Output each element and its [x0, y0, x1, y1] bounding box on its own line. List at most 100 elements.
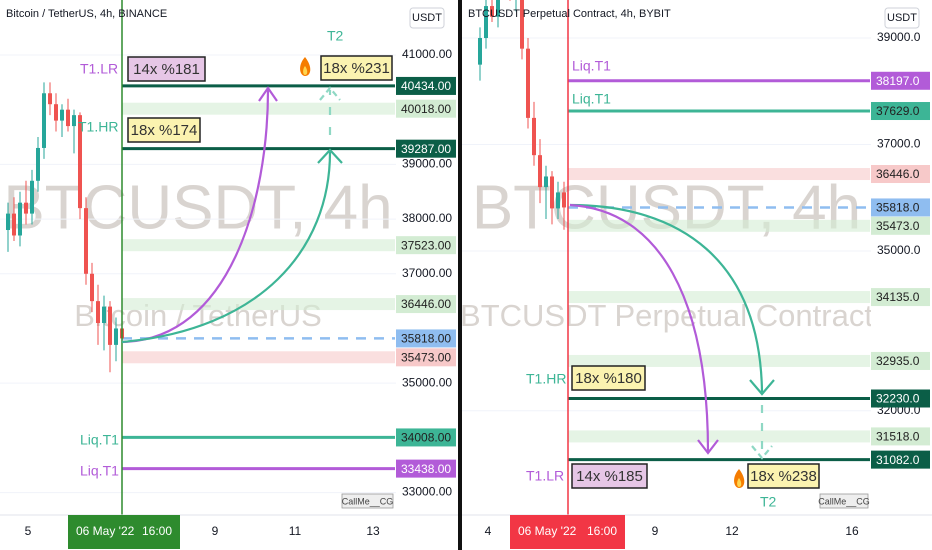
level-price-tag: [396, 348, 456, 367]
level-price-tag: [871, 198, 930, 217]
candle-body: [526, 48, 530, 118]
candle-body: [66, 109, 70, 127]
level-price-label: 35818.0: [876, 201, 920, 215]
level-price-label: 35818.00: [401, 332, 451, 346]
annotation-label: Liq.T1: [80, 432, 119, 448]
level-price-label: 39287.00: [401, 142, 451, 156]
level-price-tag: [871, 389, 930, 408]
annotation-box: [747, 463, 820, 489]
level-price-label: 38197.0: [876, 74, 920, 88]
x-tick-label: 12: [725, 524, 739, 538]
level-price-tag: [871, 351, 930, 370]
level-price-label: 40434.00: [401, 79, 451, 93]
annotation-label: T2: [760, 494, 777, 510]
level-price-label: 36446.0: [876, 167, 920, 181]
candle-body: [42, 93, 46, 148]
curve: [121, 89, 270, 344]
fire-icon: [303, 66, 308, 75]
watermark-subtitle: BTCUSDT Perpetual Contract: [460, 298, 873, 333]
candle-body: [78, 115, 82, 209]
annotation-label: T1.HR: [78, 119, 118, 135]
level-price-tag: [396, 329, 456, 348]
curve: [569, 203, 710, 453]
curve: [121, 151, 332, 344]
arrow-head: [751, 445, 773, 460]
arrow-head: [319, 86, 341, 101]
y-tick-label: 39000.00: [402, 157, 452, 171]
level-price-label: 37523.00: [401, 238, 451, 252]
level-price-tag: [396, 236, 456, 255]
annotation-label: T2: [327, 28, 344, 44]
annotation-text: 14x %185: [576, 468, 643, 485]
candle-body: [6, 213, 10, 231]
level-price-label: 34008.00: [401, 431, 451, 445]
axis-unit: USDT: [887, 12, 917, 24]
projection-curves: [121, 86, 775, 460]
axis-unit-box: [409, 7, 445, 29]
annotation-box: [127, 56, 206, 82]
annotation-text: 18x %231: [323, 60, 390, 77]
candle-body: [102, 306, 106, 324]
y-tick-label: 37000.00: [402, 266, 452, 280]
annotation-text: 18x %238: [750, 468, 817, 485]
level-price-label: 33438.00: [401, 462, 451, 476]
candle-body: [484, 6, 488, 39]
cursor-date-box: [68, 515, 180, 549]
fire-icons: [300, 57, 745, 488]
level-price-tag: [396, 459, 456, 478]
candle-body: [54, 104, 58, 121]
x-tick-label: 9: [212, 524, 219, 538]
axis-unit: USDT: [412, 12, 442, 24]
candle-body: [478, 38, 482, 65]
candle-body: [48, 93, 52, 105]
x-tick-label: 16: [845, 524, 859, 538]
candle-body: [556, 192, 560, 209]
chart-title: Bitcoin / TetherUS, 4h, BINANCE: [6, 8, 167, 20]
level-price-tag: [396, 76, 456, 95]
candle-body: [108, 306, 112, 345]
y-tick-label: 35000.00: [402, 375, 452, 389]
candle-body: [490, 6, 494, 17]
cursor-date-box: [510, 515, 625, 549]
x-tick-label: 11: [289, 524, 302, 538]
level-band: [122, 102, 395, 115]
level-price-label: 35473.0: [876, 219, 920, 233]
annotation-label: T1.LR: [526, 468, 564, 484]
y-tick-label: 41000.00: [402, 47, 452, 61]
level-price-tag: [396, 295, 456, 314]
level-band: [568, 219, 870, 232]
panel-divider: [458, 0, 462, 550]
candle-body: [532, 117, 536, 156]
axis-unit-box: [884, 7, 920, 29]
arrow-head: [317, 148, 343, 164]
annotation-text: CallMe__CG: [342, 496, 394, 506]
level-price-label: 32230.0: [876, 392, 920, 406]
annotation-label: Liq.T1: [572, 91, 611, 107]
x-tick-label: 4: [485, 524, 492, 538]
level-price-label: 36446.00: [401, 297, 451, 311]
annotation-text: 14x %181: [133, 61, 200, 78]
annotation-text: 18x %180: [575, 370, 642, 387]
watermark: BTCUSDT, 4h: [3, 173, 392, 242]
candle-body: [496, 0, 500, 17]
x-tick-label: 9: [652, 524, 659, 538]
annotation-label: Liq.T1: [572, 58, 611, 74]
level-price-tag: [396, 139, 456, 158]
candle-body: [72, 115, 76, 127]
level-price-label: 34135.0: [876, 290, 920, 304]
annotation-box: [127, 117, 201, 143]
candle-body: [562, 192, 566, 208]
cursor-time: 16:00: [142, 524, 172, 538]
fire-icon: [737, 478, 742, 487]
level-band: [568, 168, 870, 181]
candle-body: [90, 273, 94, 302]
annotation-box: [571, 463, 648, 489]
level-band: [122, 351, 395, 364]
level-price-tag: [871, 427, 930, 446]
curve: [569, 203, 764, 393]
candle-body: [12, 213, 16, 236]
level-band: [122, 298, 395, 311]
arrow-head: [749, 379, 775, 396]
